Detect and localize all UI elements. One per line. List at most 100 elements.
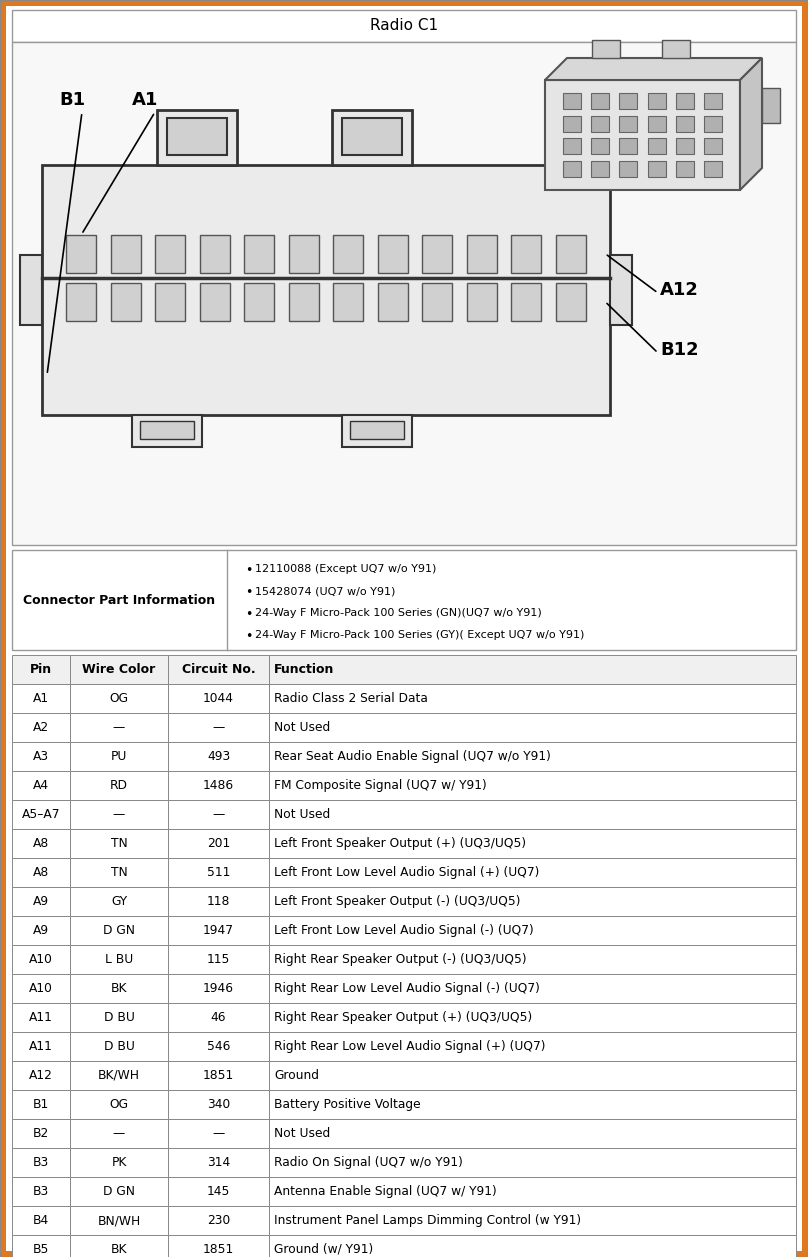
Bar bbox=[167, 118, 227, 155]
Bar bbox=[70, 887, 168, 916]
Bar bbox=[591, 116, 609, 132]
Bar bbox=[12, 1205, 70, 1234]
Bar bbox=[592, 40, 620, 58]
Text: 1044: 1044 bbox=[203, 693, 234, 705]
Bar bbox=[610, 255, 632, 326]
Bar bbox=[288, 235, 319, 273]
Bar bbox=[269, 1003, 796, 1032]
Text: 314: 314 bbox=[207, 1156, 230, 1169]
Bar bbox=[157, 111, 237, 165]
Bar bbox=[168, 1061, 269, 1090]
Bar bbox=[12, 1177, 70, 1205]
Bar bbox=[662, 40, 690, 58]
Text: D GN: D GN bbox=[103, 924, 135, 936]
Bar bbox=[647, 116, 666, 132]
Bar bbox=[511, 235, 541, 273]
Bar bbox=[269, 771, 796, 799]
Text: OG: OG bbox=[110, 693, 128, 705]
Bar bbox=[168, 974, 269, 1003]
Bar bbox=[269, 830, 796, 859]
Bar bbox=[12, 1090, 70, 1119]
Text: Left Front Low Level Audio Signal (-) (UQ7): Left Front Low Level Audio Signal (-) (U… bbox=[274, 924, 534, 936]
Text: 145: 145 bbox=[207, 1185, 230, 1198]
Bar bbox=[269, 1205, 796, 1234]
Bar bbox=[140, 421, 194, 439]
Text: A4: A4 bbox=[33, 779, 49, 792]
Bar bbox=[168, 916, 269, 945]
Bar bbox=[288, 283, 319, 321]
Text: PK: PK bbox=[112, 1156, 127, 1169]
Bar bbox=[269, 799, 796, 830]
Bar bbox=[12, 655, 70, 684]
Text: —: — bbox=[113, 722, 125, 734]
Text: BK: BK bbox=[111, 1243, 127, 1256]
Bar bbox=[70, 1148, 168, 1177]
Bar bbox=[333, 283, 364, 321]
Bar bbox=[342, 415, 412, 447]
Text: Left Front Speaker Output (-) (UQ3/UQ5): Left Front Speaker Output (-) (UQ3/UQ5) bbox=[274, 895, 520, 908]
Bar bbox=[244, 235, 274, 273]
Bar bbox=[168, 1090, 269, 1119]
Text: 546: 546 bbox=[207, 1040, 230, 1053]
Text: BN/WH: BN/WH bbox=[98, 1214, 141, 1227]
Bar bbox=[70, 799, 168, 830]
Bar bbox=[269, 655, 796, 684]
Bar bbox=[12, 1119, 70, 1148]
Text: A1: A1 bbox=[132, 91, 158, 109]
Text: Right Rear Low Level Audio Signal (-) (UQ7): Right Rear Low Level Audio Signal (-) (U… bbox=[274, 982, 540, 996]
Bar bbox=[168, 713, 269, 742]
Text: A5–A7: A5–A7 bbox=[22, 808, 61, 821]
Bar bbox=[591, 161, 609, 177]
Text: •: • bbox=[245, 564, 252, 577]
Text: TN: TN bbox=[111, 866, 128, 879]
Text: BK/WH: BK/WH bbox=[98, 1068, 140, 1082]
Bar bbox=[70, 1177, 168, 1205]
Bar bbox=[675, 161, 694, 177]
Bar bbox=[168, 771, 269, 799]
Bar bbox=[111, 235, 141, 273]
Text: 115: 115 bbox=[207, 953, 230, 965]
Text: Rear Seat Audio Enable Signal (UQ7 w/o Y91): Rear Seat Audio Enable Signal (UQ7 w/o Y… bbox=[274, 750, 551, 763]
Bar bbox=[545, 80, 740, 190]
Bar bbox=[168, 1119, 269, 1148]
Bar bbox=[269, 1234, 796, 1257]
Bar bbox=[620, 93, 638, 109]
Text: Wire Color: Wire Color bbox=[82, 662, 156, 676]
Bar bbox=[563, 161, 581, 177]
Text: Not Used: Not Used bbox=[274, 808, 330, 821]
Bar bbox=[647, 138, 666, 155]
Bar bbox=[269, 1032, 796, 1061]
Bar bbox=[70, 1003, 168, 1032]
Bar bbox=[556, 235, 586, 273]
Text: D GN: D GN bbox=[103, 1185, 135, 1198]
Text: TN: TN bbox=[111, 837, 128, 850]
Bar bbox=[12, 945, 70, 974]
Bar bbox=[12, 887, 70, 916]
Bar bbox=[12, 916, 70, 945]
Bar bbox=[70, 974, 168, 1003]
Bar bbox=[620, 161, 638, 177]
Bar bbox=[620, 138, 638, 155]
Text: B2: B2 bbox=[33, 1128, 49, 1140]
Text: 1851: 1851 bbox=[203, 1243, 234, 1256]
Bar bbox=[200, 283, 229, 321]
Text: L BU: L BU bbox=[105, 953, 133, 965]
Bar bbox=[269, 684, 796, 713]
Bar bbox=[168, 1234, 269, 1257]
Bar bbox=[168, 742, 269, 771]
Bar bbox=[342, 118, 402, 155]
Bar bbox=[12, 830, 70, 859]
Bar bbox=[70, 830, 168, 859]
Text: PU: PU bbox=[111, 750, 127, 763]
Bar bbox=[591, 138, 609, 155]
Polygon shape bbox=[740, 58, 762, 190]
Bar bbox=[70, 1061, 168, 1090]
Bar bbox=[762, 88, 780, 123]
Text: D BU: D BU bbox=[103, 1040, 134, 1053]
Bar bbox=[70, 945, 168, 974]
Bar bbox=[269, 1148, 796, 1177]
Text: A12: A12 bbox=[660, 282, 699, 299]
Bar bbox=[269, 1177, 796, 1205]
Text: Antenna Enable Signal (UQ7 w/ Y91): Antenna Enable Signal (UQ7 w/ Y91) bbox=[274, 1185, 497, 1198]
Bar bbox=[168, 1003, 269, 1032]
